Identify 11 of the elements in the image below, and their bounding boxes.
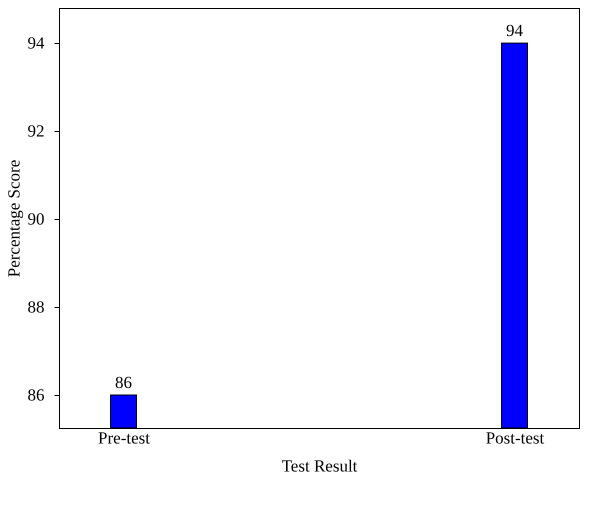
data-label: 94 bbox=[506, 21, 524, 40]
y-tick-label: 88 bbox=[28, 298, 44, 317]
x-tick-label: Pre-test bbox=[98, 428, 150, 448]
y-tick-label: 94 bbox=[28, 34, 45, 53]
y-axis-title: Percentage Score bbox=[4, 160, 24, 278]
data-label: 86 bbox=[115, 373, 132, 392]
x-axis-title: Test Result bbox=[282, 456, 358, 476]
x-tick-label: Post-test bbox=[486, 428, 545, 448]
y-tick-label: 86 bbox=[28, 386, 44, 405]
y-tick-label: 90 bbox=[28, 210, 44, 229]
y-tick-label: 92 bbox=[28, 122, 44, 141]
